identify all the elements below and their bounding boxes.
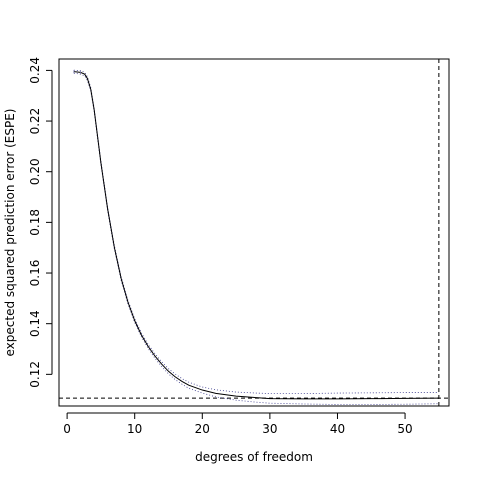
y-tick-label: 0.20 [28,158,42,185]
series-line-upper-band [73,69,439,394]
x-tick-label: 10 [127,422,142,436]
x-tick-label: 0 [63,422,71,436]
x-tick-label: 50 [397,422,412,436]
x-axis: 0 10 20 30 40 50 [63,412,413,436]
y-tick-label: 0.12 [28,361,42,388]
series-layer [73,69,439,405]
series-line-estimate [73,71,439,400]
y-tick-label: 0.22 [28,108,42,135]
x-tick-label: 40 [330,422,345,436]
x-axis-label: degrees of freedom [195,450,313,464]
y-tick-label: 0.14 [28,310,42,337]
plot-frame [58,58,450,407]
x-tick-label: 20 [195,422,210,436]
y-tick-label: 0.18 [28,209,42,236]
x-tick-label: 30 [262,422,277,436]
y-axis: 0.12 0.14 0.16 0.18 0.20 0.22 0.24 [28,57,53,388]
y-tick-label: 0.24 [28,57,42,84]
y-tick-label: 0.16 [28,260,42,287]
y-axis-label: expected squared prediction error (ESPE) [3,109,17,357]
